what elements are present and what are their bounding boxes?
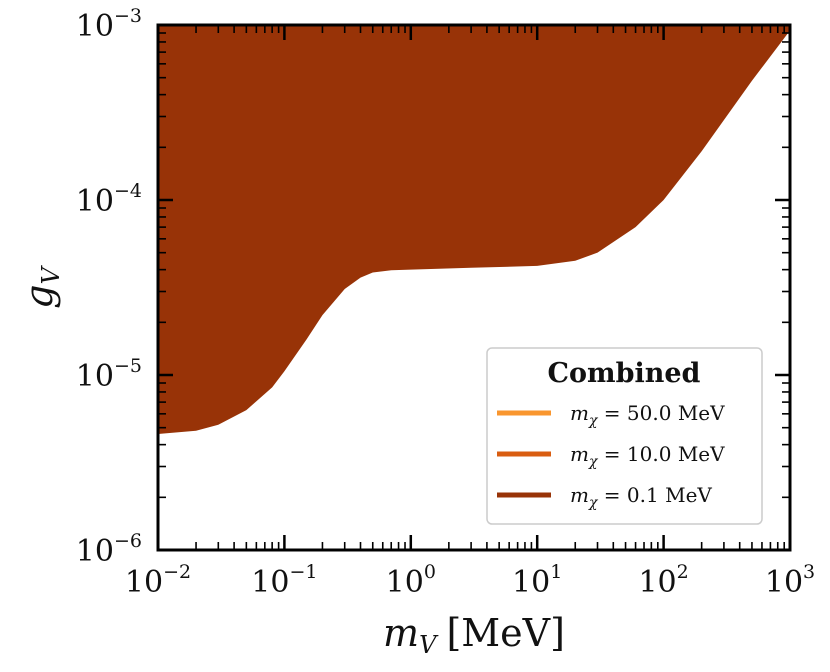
y-tick-label: 10−4 [76, 180, 142, 219]
legend-label-0: mχ = 50.0 MeV [570, 401, 725, 429]
x-tick-label: 102 [638, 561, 688, 600]
legend-label-1: mχ = 10.0 MeV [570, 442, 725, 470]
x-tick-label: 10−2 [125, 561, 191, 600]
y-tick-label: 10−3 [76, 5, 142, 44]
y-tick-label: 10−5 [76, 355, 142, 394]
x-axis-label: mV [MeV] [383, 611, 565, 659]
y-axis-label: gV [17, 265, 65, 309]
y-tick-label: 10−6 [76, 530, 142, 569]
legend-box [486, 347, 763, 525]
legend: Combined mχ = 50.0 MeV mχ = 10.0 MeV mχ = … [486, 347, 763, 525]
x-tick-label: 101 [512, 561, 562, 600]
x-tick-label: 10−1 [251, 561, 317, 600]
x-tick-label: 103 [765, 561, 815, 600]
legend-title: Combined [548, 358, 701, 389]
plot-frame [156, 23, 792, 552]
x-tick-label: 100 [386, 561, 436, 600]
area-layer [158, 25, 790, 435]
area-series-2 [158, 25, 790, 435]
legend-label-2: mχ = 0.1 MeV [570, 483, 712, 511]
tick-label-layer: 10−2 10−1 100 101 102 103 10−6 10−5 10−4 10−3 [76, 5, 815, 600]
